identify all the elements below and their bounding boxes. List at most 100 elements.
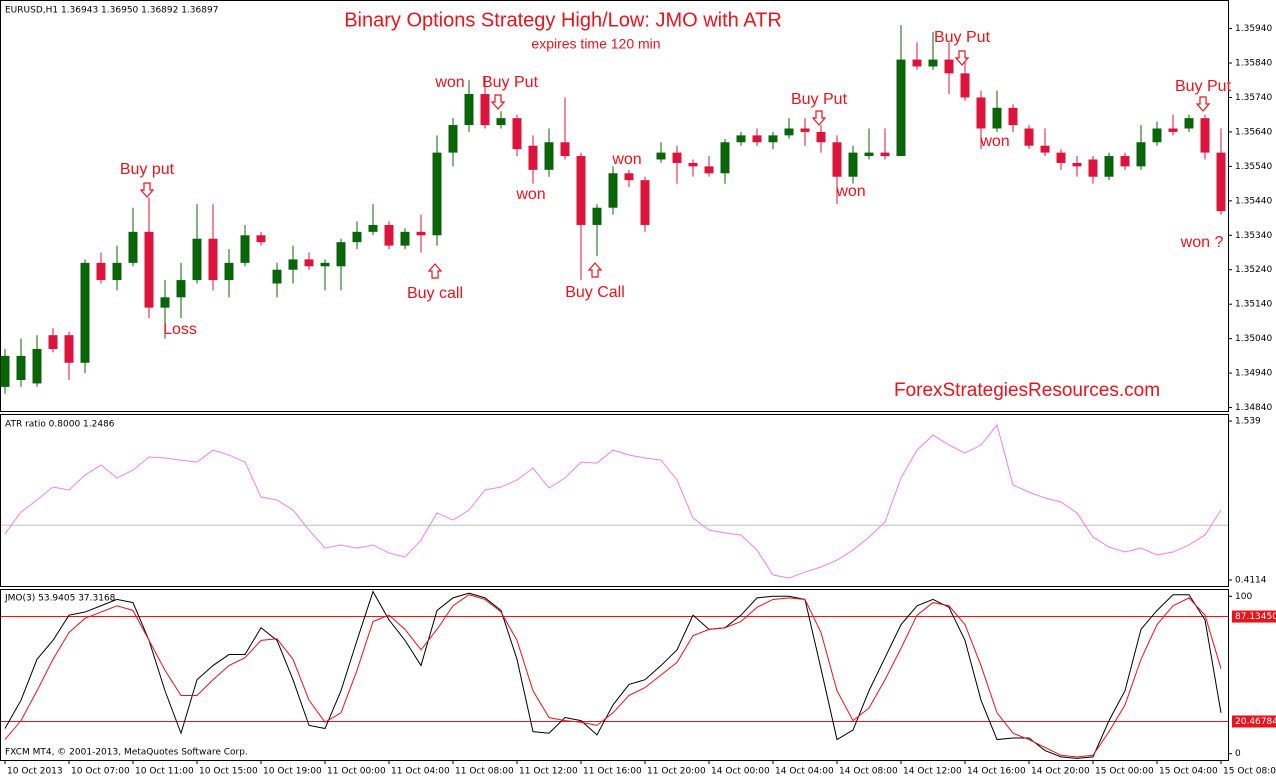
x-tick-label: 11 Oct 16:00 [583, 767, 642, 777]
candle-body [1184, 118, 1194, 129]
candle-body [624, 173, 634, 181]
x-tick-label: 14 Oct 16:00 [967, 767, 1026, 777]
y-tick-label: 1.539 [1235, 417, 1261, 427]
candle-body [96, 262, 106, 281]
candle-body [1024, 128, 1034, 146]
annotation: won [835, 183, 865, 200]
x-tick-label: 14 Oct 08:00 [839, 767, 898, 777]
annotation: Loss [163, 321, 197, 338]
x-tick-label: 10 Oct 07:00 [71, 767, 130, 777]
candle-body [1008, 107, 1018, 126]
candle-body [160, 297, 170, 308]
y-tick-label: 1.35740 [1235, 93, 1272, 103]
candle-body [800, 128, 810, 132]
x-tick-label: 14 Oct 04:00 [775, 767, 834, 777]
candle-body [640, 180, 650, 225]
y-tick-label: 1.35340 [1235, 231, 1272, 241]
candle-body [528, 145, 538, 170]
candle-body [896, 59, 906, 157]
candle-body [112, 262, 122, 281]
y-tick-label: 1.35440 [1235, 196, 1272, 206]
candle-body [1040, 145, 1050, 153]
annotation: won [611, 151, 641, 168]
signal-arrow [1195, 96, 1211, 112]
x-tick-label: 14 Oct 20:00 [1031, 767, 1090, 777]
annotation: Buy put [120, 161, 175, 178]
level-label-box [1232, 715, 1276, 728]
x-tick-label: 15 Oct 00:00 [1095, 767, 1154, 777]
x-tick-label: 11 Oct 04:00 [391, 767, 450, 777]
y-tick-label: 1.35140 [1235, 300, 1272, 310]
candle-body [832, 142, 842, 177]
candle-body [816, 131, 826, 143]
candle-body [1168, 128, 1178, 132]
annotation: won [434, 74, 464, 91]
atr-header: ATR ratio 0.8000 1.2486 [5, 420, 115, 430]
candle-body [1088, 159, 1098, 177]
candle-body [48, 335, 58, 349]
signal-arrow [954, 50, 970, 66]
candle-body [64, 335, 74, 363]
x-tick-label: 15 Oct 08:00 [1223, 767, 1276, 777]
candle-body [928, 59, 938, 67]
candle-body [1152, 128, 1162, 143]
candle-body [992, 107, 1002, 129]
jmo-panel [0, 589, 1229, 761]
annotation: Buy Put [482, 74, 539, 91]
x-tick-label: 11 Oct 08:00 [455, 767, 514, 777]
candle-body [1216, 152, 1226, 212]
annotation: won [515, 186, 545, 203]
candle-body [144, 231, 154, 308]
signal-arrow [811, 110, 827, 126]
candle-body [704, 166, 714, 174]
candle-body [256, 235, 266, 243]
annotation: Buy Call [565, 284, 625, 301]
annotation: won [979, 133, 1009, 150]
candle-body [304, 259, 314, 267]
candle-body [16, 355, 26, 380]
y-tick-label: 1.35540 [1235, 162, 1272, 172]
candle-body [912, 59, 922, 67]
annotation: Buy Put [934, 29, 991, 46]
candle-body [864, 152, 874, 157]
footer: FXCM MT4, © 2001-2013, MetaQuotes Softwa… [5, 748, 248, 758]
signal-arrow [427, 263, 443, 279]
signal-arrow [139, 182, 155, 198]
annotation: won ? [1180, 234, 1224, 251]
level-label: 20.46784 [1235, 717, 1276, 727]
candle-body [576, 156, 586, 225]
x-tick-label: 11 Oct 12:00 [519, 767, 578, 777]
candle-body [128, 231, 138, 263]
candle-body [192, 238, 202, 281]
candle-body [400, 231, 410, 246]
x-tick-label: 10 Oct 15:00 [199, 767, 258, 777]
candle-body [384, 224, 394, 246]
x-tick-label: 11 Oct 00:00 [327, 767, 386, 777]
y-tick-label: 1.35940 [1235, 24, 1272, 34]
indicator-line [4, 423, 1222, 579]
candle-body [688, 162, 698, 167]
candle-body [672, 152, 682, 163]
candle-body [1104, 156, 1114, 177]
candle-body [784, 128, 794, 136]
candle-body [768, 135, 778, 143]
y-tick-label: 1.35840 [1235, 59, 1272, 69]
y-tick-label: 1.35240 [1235, 265, 1272, 275]
y-tick-label: 0.4114 [1235, 576, 1267, 586]
watermark: ForexStrategiesResources.com [894, 380, 1160, 401]
signal-arrow [490, 94, 506, 110]
candle-body [368, 224, 378, 232]
candle-body [80, 262, 90, 363]
indicator-line [4, 594, 1222, 758]
candle-body [320, 262, 330, 267]
candle-body [176, 280, 186, 298]
annotation: Buy call [407, 285, 463, 302]
y-tick-label: 1.35040 [1235, 334, 1272, 344]
annotation: Buy Put [1175, 78, 1232, 95]
candle-body [1200, 118, 1210, 153]
candle-body [464, 94, 474, 126]
y-tick-label: 100 [1235, 592, 1252, 602]
atr-panel [0, 414, 1229, 587]
candle-body [0, 355, 10, 387]
level-label-box [1232, 610, 1276, 623]
